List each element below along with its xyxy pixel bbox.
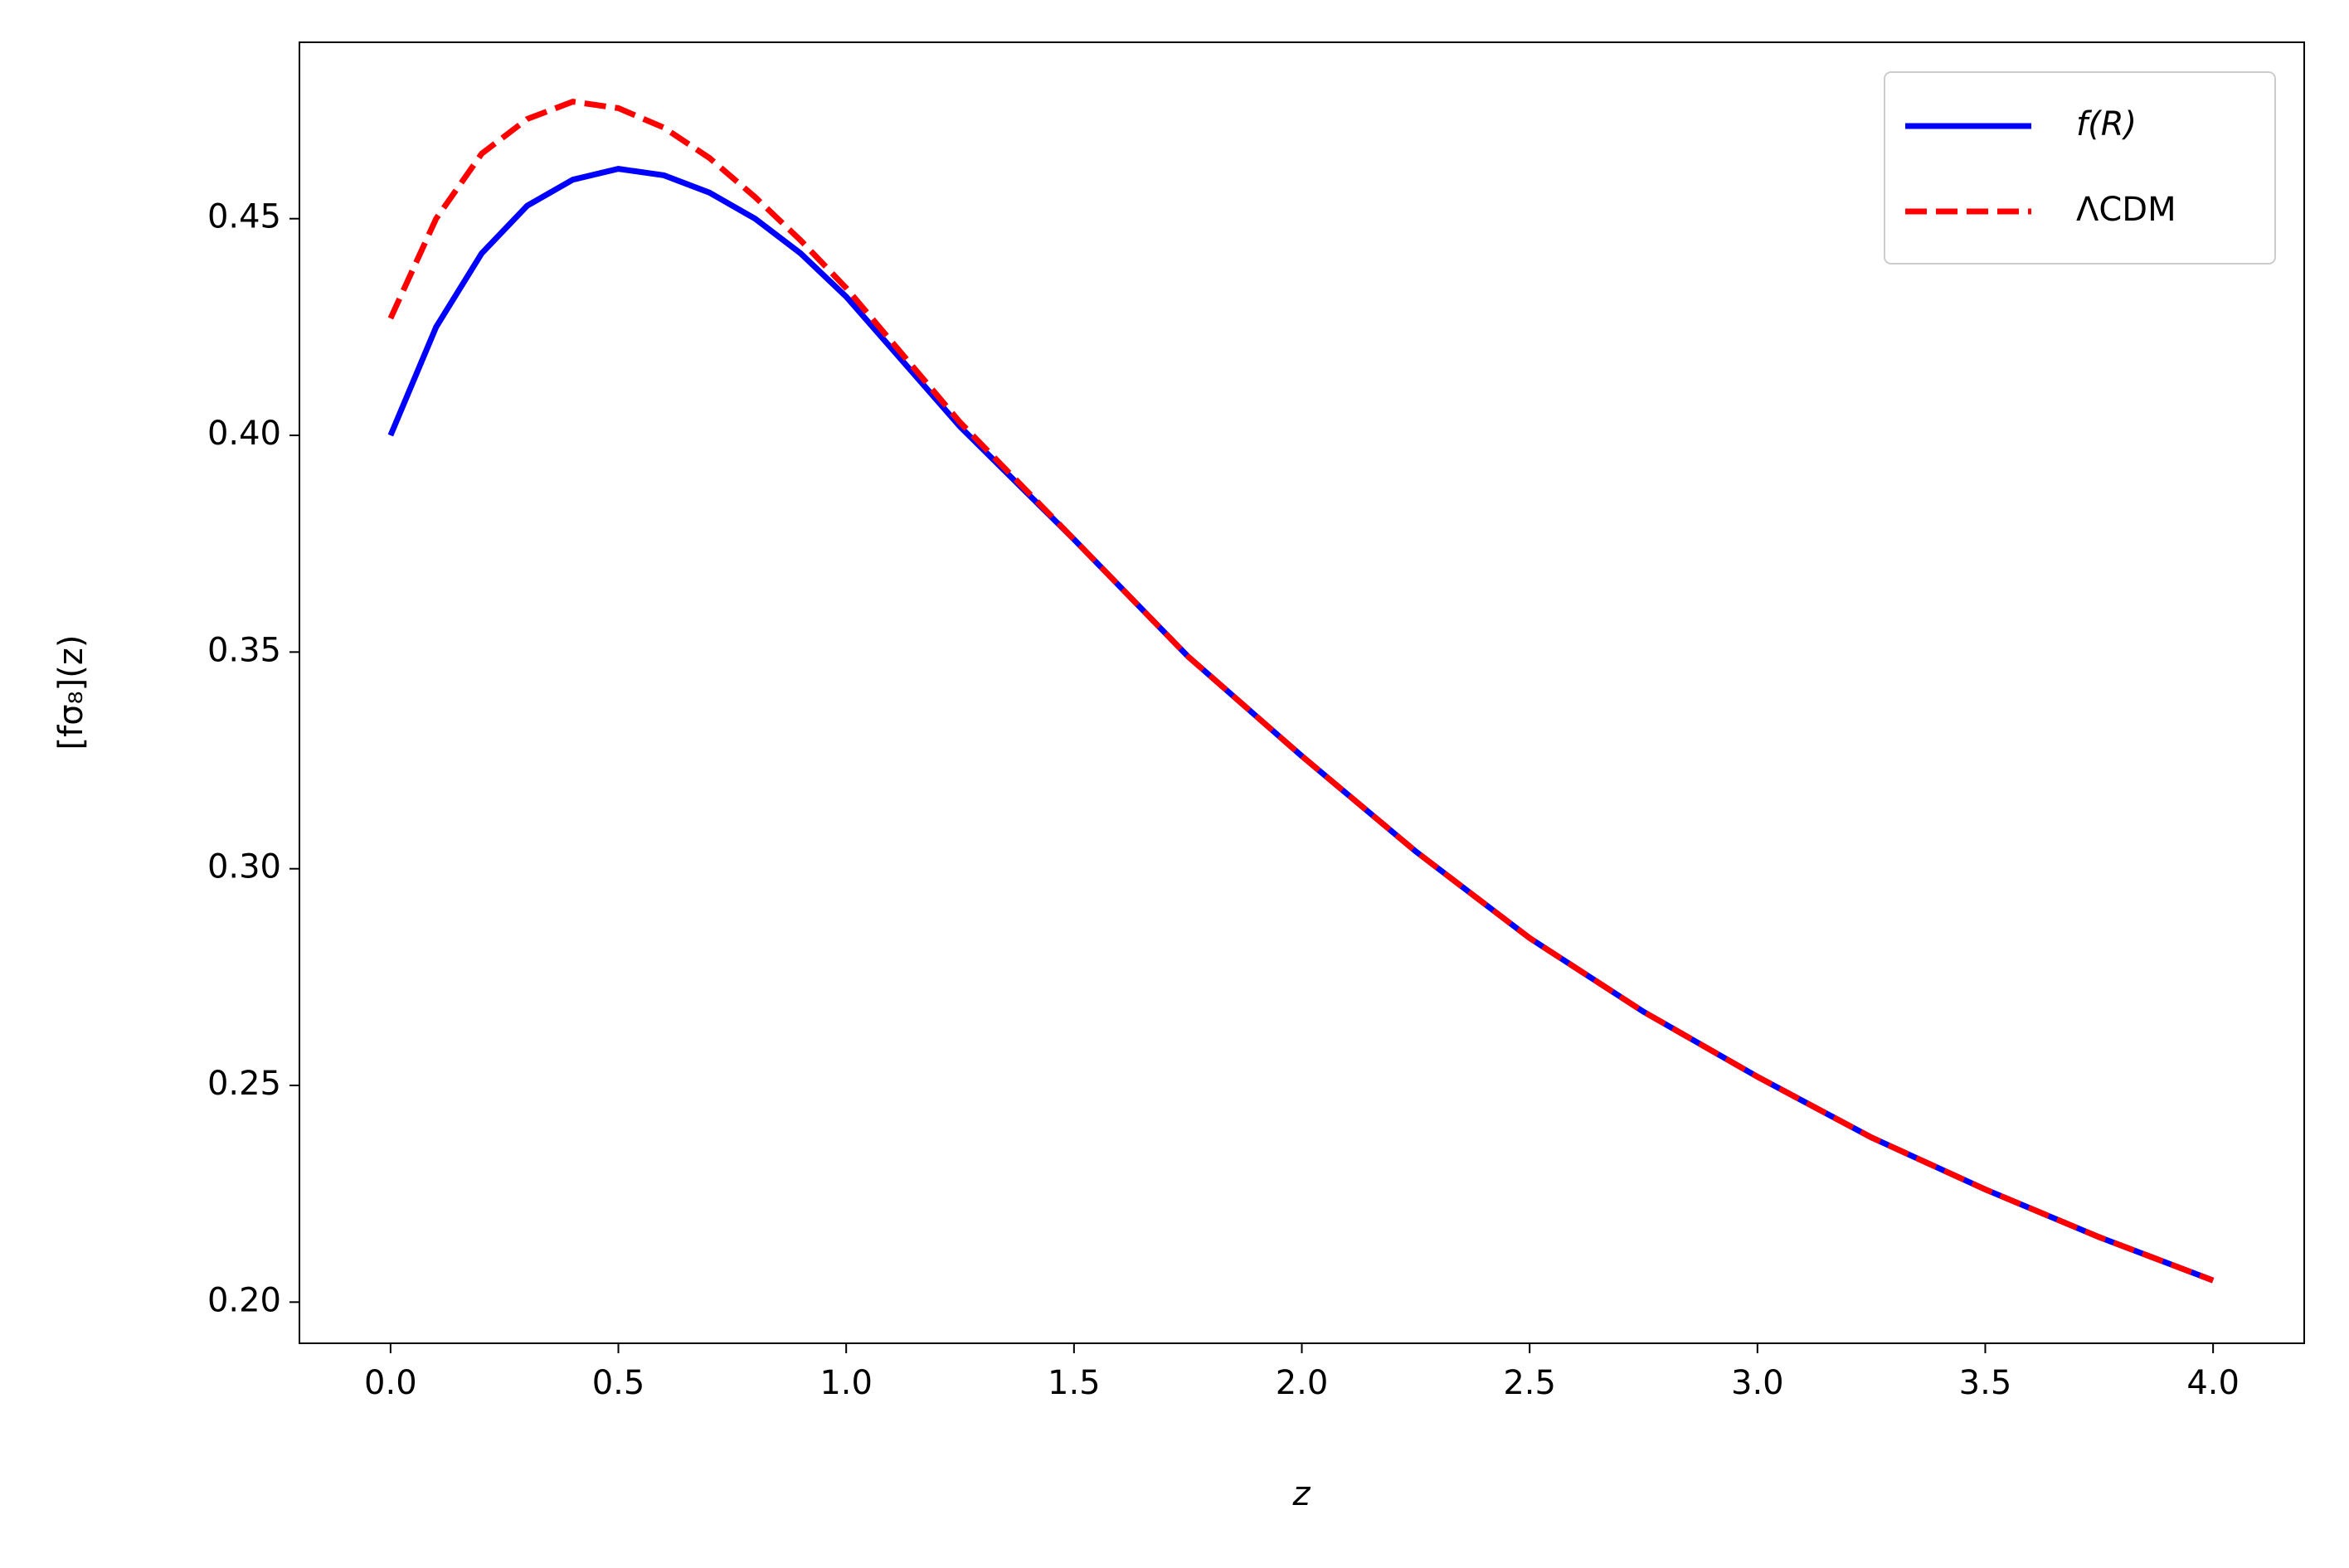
y-tick-label: 0.40 [207,415,281,453]
y-tick-label: 0.25 [207,1065,281,1103]
legend-label: ΛCDM [2076,191,2176,229]
x-axis-label: z [1292,1475,1311,1513]
legend-label: f(R) [2076,105,2137,143]
x-tick-label: 1.0 [819,1364,873,1402]
y-tick-label: 0.35 [207,631,281,669]
x-tick-label: 4.0 [2186,1364,2240,1402]
plot-frame [299,41,2305,1344]
y-tick-label: 0.45 [207,198,281,236]
x-tick-label: 2.0 [1276,1364,1329,1402]
x-tick-label: 0.0 [364,1364,417,1402]
x-tick-label: 1.5 [1048,1364,1101,1402]
y-tick-label: 0.30 [207,848,281,886]
legend-box [1884,71,2276,265]
data-line [387,99,2215,1284]
data-line [387,166,2215,1284]
y-tick-label: 0.20 [207,1281,281,1319]
x-tick-label: 3.0 [1731,1364,1784,1402]
x-tick-label: 2.5 [1503,1364,1556,1402]
x-tick-label: 0.5 [592,1364,645,1402]
x-tick-label: 3.5 [1959,1364,2012,1402]
y-axis-label: [fσ₈](z) [52,635,90,750]
